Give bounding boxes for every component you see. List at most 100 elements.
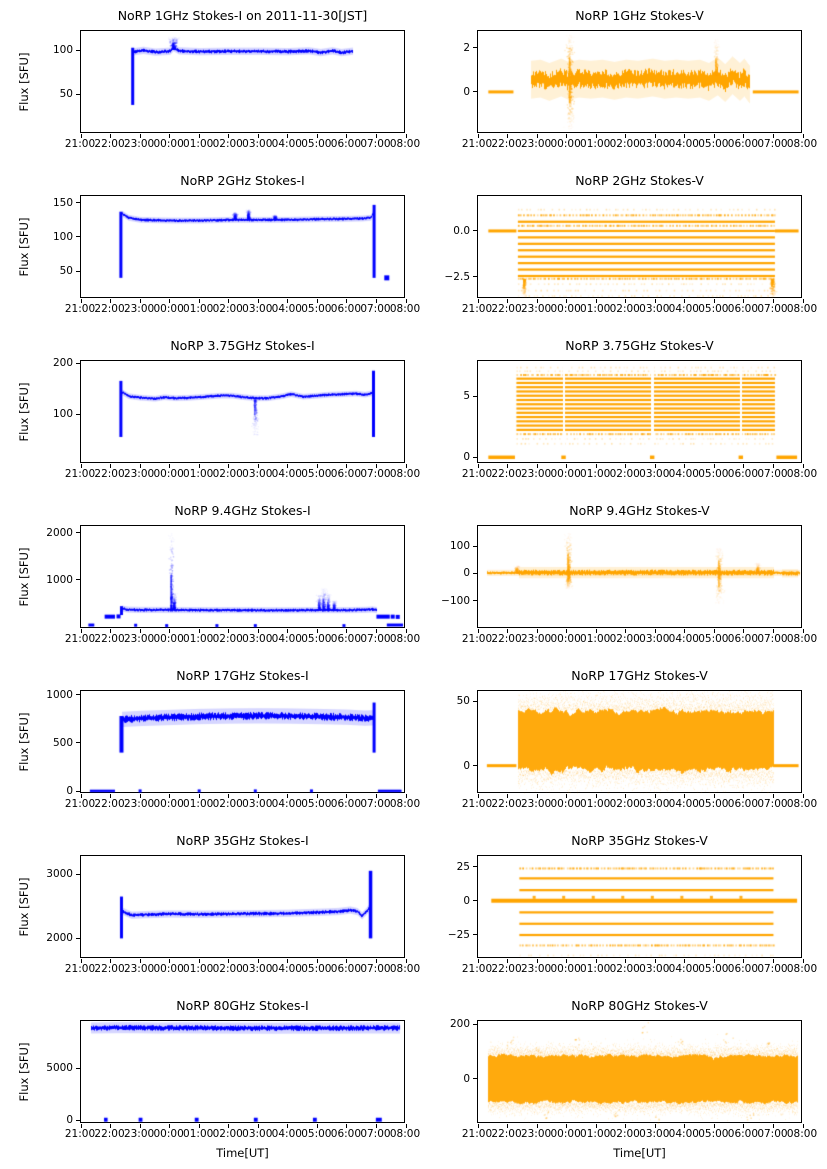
x-tick-mark bbox=[257, 1124, 259, 1128]
subplot-norp-2ghz-stokes-i: NoRP 2GHz Stokes-I Flux [SFU] 50 100 150 2… bbox=[0, 165, 420, 330]
x-tick-mark bbox=[228, 629, 230, 633]
x-tick-mark bbox=[405, 1124, 407, 1128]
x-tick-mark bbox=[772, 464, 774, 468]
subplot-norp-35ghz-stokes-i: NoRP 35GHz Stokes-I Flux [SFU] 2000 3000 … bbox=[0, 825, 420, 990]
x-tick-mark bbox=[713, 134, 715, 138]
x-tick-label: 23:00 bbox=[520, 633, 552, 645]
x-tick-mark bbox=[477, 794, 479, 798]
x-tick-mark bbox=[772, 794, 774, 798]
x-tick-label: 03:00 bbox=[639, 468, 670, 480]
x-tick-mark bbox=[287, 464, 289, 468]
y-tick-mark bbox=[76, 49, 80, 51]
x-tick-label: 03:00 bbox=[639, 138, 670, 150]
x-tick-mark bbox=[287, 299, 289, 303]
x-tick-label: 02:00 bbox=[609, 303, 640, 315]
x-tick-mark bbox=[566, 959, 568, 963]
x-tick-mark bbox=[684, 299, 686, 303]
x-tick-mark bbox=[346, 299, 348, 303]
x-tick-mark bbox=[346, 629, 348, 633]
x-tick-label: 03:00 bbox=[242, 303, 273, 315]
x-tick-mark bbox=[713, 299, 715, 303]
x-tick-label: 08:00 bbox=[786, 138, 818, 150]
x-tick-label: 21:00 bbox=[461, 633, 493, 645]
x-tick-label: 00:00 bbox=[153, 1128, 184, 1140]
x-tick-label: 04:00 bbox=[668, 1128, 699, 1140]
x-tick-mark bbox=[287, 629, 289, 633]
x-tick-label: 06:00 bbox=[727, 138, 759, 150]
x-tick-labels: 21:00 22:00 23:00 00:00 01:00 02:00 03:00 04:00… bbox=[65, 1128, 420, 1141]
x-tick-label: 01:00 bbox=[183, 963, 214, 975]
x-axis-label: Time[UT] bbox=[613, 1146, 666, 1160]
x-tick-label: 03:00 bbox=[639, 303, 670, 315]
x-tick-mark bbox=[536, 794, 538, 798]
x-tick-label: 02:00 bbox=[609, 963, 640, 975]
x-tick-label: 21:00 bbox=[64, 468, 96, 480]
x-tick-label: 08:00 bbox=[786, 303, 818, 315]
x-tick-mark bbox=[477, 959, 479, 963]
x-tick-label: 03:00 bbox=[639, 1128, 670, 1140]
x-tick-labels: 21:00 22:00 23:00 00:00 01:00 02:00 03:00 04:00… bbox=[462, 633, 817, 646]
x-tick-label: 03:00 bbox=[639, 798, 670, 810]
x-tick-mark bbox=[566, 1124, 568, 1128]
x-tick-label: 04:00 bbox=[668, 138, 699, 150]
x-tick-mark bbox=[316, 959, 318, 963]
x-tick-mark bbox=[346, 464, 348, 468]
subplot-norp-2ghz-stokes-v: NoRP 2GHz Stokes-V 0.0 −2.5 21:00 22:00 23:… bbox=[413, 165, 826, 330]
x-tick-mark bbox=[316, 299, 318, 303]
x-tick-mark bbox=[802, 299, 804, 303]
x-tick-mark bbox=[169, 1124, 171, 1128]
x-tick-label: 06:00 bbox=[330, 1128, 362, 1140]
x-tick-mark bbox=[743, 299, 745, 303]
x-tick-mark bbox=[477, 299, 479, 303]
y-tick-label: 2000 bbox=[46, 526, 73, 539]
y-tick-label: 1000 bbox=[46, 573, 73, 586]
y-tick-label: −25 bbox=[447, 928, 470, 941]
x-tick-label: 05:00 bbox=[301, 798, 332, 810]
x-tick-mark bbox=[507, 794, 509, 798]
x-tick-mark bbox=[625, 959, 627, 963]
x-tick-labels: 21:00 22:00 23:00 00:00 01:00 02:00 03:00 04:00… bbox=[462, 798, 817, 811]
subplot-title: NoRP 1GHz Stokes-I on 2011-11-30[JST] bbox=[117, 8, 368, 23]
x-tick-mark bbox=[287, 1124, 289, 1128]
subplot-title: NoRP 2GHz Stokes-I bbox=[180, 173, 305, 188]
x-tick-label: 07:00 bbox=[757, 798, 788, 810]
x-tick-label: 07:00 bbox=[757, 963, 788, 975]
x-tick-mark bbox=[228, 134, 230, 138]
y-tick-mark bbox=[76, 937, 80, 939]
y-tick-label: −100 bbox=[441, 594, 470, 607]
x-tick-label: 04:00 bbox=[668, 633, 699, 645]
x-tick-label: 22:00 bbox=[491, 1128, 522, 1140]
x-tick-mark bbox=[536, 1124, 538, 1128]
plot-area: 0 500 1000 bbox=[46, 689, 407, 798]
y-tick-mark bbox=[76, 413, 80, 415]
x-tick-label: 21:00 bbox=[64, 138, 96, 150]
y-tick-label: 200 bbox=[52, 357, 73, 370]
x-tick-label: 04:00 bbox=[668, 303, 699, 315]
x-tick-mark bbox=[169, 959, 171, 963]
x-tick-label: 05:00 bbox=[301, 138, 332, 150]
plot-area: 100 200 bbox=[53, 357, 407, 468]
x-tick-mark bbox=[405, 959, 407, 963]
x-tick-label: 08:00 bbox=[389, 468, 421, 480]
x-tick-label: 07:00 bbox=[757, 633, 788, 645]
y-tick-mark bbox=[473, 91, 477, 93]
x-tick-label: 04:00 bbox=[668, 798, 699, 810]
x-tick-mark bbox=[287, 959, 289, 963]
x-tick-label: 04:00 bbox=[271, 633, 302, 645]
x-tick-label: 22:00 bbox=[94, 1128, 125, 1140]
x-tick-label: 07:00 bbox=[360, 633, 391, 645]
x-tick-label: 08:00 bbox=[389, 1128, 421, 1140]
x-tick-mark bbox=[375, 299, 377, 303]
x-tick-label: 23:00 bbox=[123, 963, 155, 975]
y-tick-mark bbox=[473, 395, 477, 397]
x-tick-label: 02:00 bbox=[609, 1128, 640, 1140]
x-tick-mark bbox=[375, 134, 377, 138]
x-tick-label: 03:00 bbox=[242, 963, 273, 975]
x-tick-mark bbox=[375, 794, 377, 798]
x-tick-mark bbox=[198, 794, 200, 798]
x-tick-mark bbox=[375, 1124, 377, 1128]
x-tick-mark bbox=[80, 794, 82, 798]
y-tick-mark bbox=[76, 742, 80, 744]
x-tick-mark bbox=[772, 134, 774, 138]
